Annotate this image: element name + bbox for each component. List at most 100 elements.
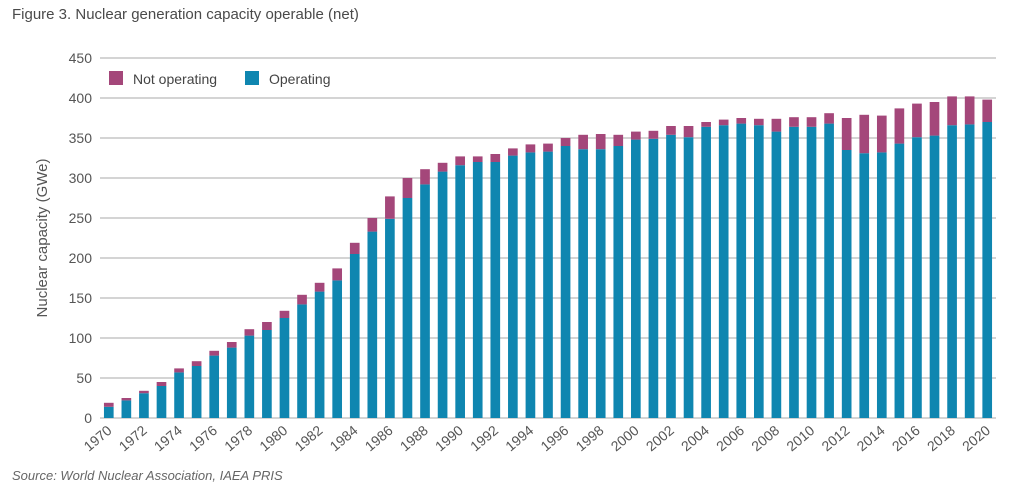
bar-operating-1999 [613,146,624,418]
bar-operating-2004 [701,126,711,419]
bar-not-operating-2006 [736,118,747,124]
bar-operating-2017 [929,135,940,418]
bar-operating-2011 [824,123,834,418]
bar-not-operating-2012 [841,118,852,150]
bar-operating-1977 [226,347,237,418]
bar-operating-1981 [297,304,307,418]
bar-operating-1994 [525,152,536,418]
bar-operating-1986 [385,218,395,418]
x-tick-label: 1972 [116,422,150,454]
bar-operating-1992 [490,162,501,418]
y-tick-label: 450 [69,50,93,66]
bar-operating-1987 [402,198,413,418]
bar-not-operating-1994 [525,144,536,153]
bar-not-operating-2002 [666,126,676,135]
bar-operating-1975 [191,366,202,418]
bar-operating-2009 [789,126,799,419]
bar-not-operating-2015 [894,108,905,144]
bar-operating-1978 [244,335,255,418]
x-tick-label: 2008 [748,422,782,454]
bar-operating-1996 [560,146,571,418]
bar-not-operating-2011 [824,113,834,124]
bar-not-operating-1977 [226,342,237,348]
bar-operating-1997 [578,149,588,418]
bar-not-operating-1982 [314,282,325,292]
legend-label-not-operating: Not operating [133,71,217,87]
bar-operating-1976 [209,355,220,418]
bar-not-operating-1997 [578,134,588,150]
bar-operating-1980 [279,318,290,418]
bar-not-operating-2000 [631,131,641,140]
x-tick-label: 2016 [889,422,923,454]
bar-not-operating-2009 [789,117,799,127]
y-axis-ticks: 0 50 100 150 200 250 300 350 400 450 [69,50,93,426]
bar-operating-1991 [472,162,483,418]
x-tick-label: 2018 [924,422,958,454]
x-tick-label: 1994 [502,422,536,454]
bar-not-operating-1976 [209,350,220,356]
bar-operating-1985 [367,231,378,418]
x-axis-ticks: 1970 1972 1974 1976 1978 1980 1982 1984 1986 1988… [81,422,994,454]
x-tick-label: 1998 [572,422,606,454]
x-tick-label: 1976 [186,422,220,454]
bar-not-operating-1995 [543,143,553,152]
bar-operating-1971 [121,400,132,418]
x-tick-label: 2010 [783,422,817,454]
x-tick-label: 1996 [537,422,571,454]
y-tick-label: 350 [69,130,93,146]
bar-not-operating-2003 [683,126,694,138]
x-tick-label: 1988 [397,422,431,454]
bar-operating-2019 [964,124,975,419]
bar-not-operating-1998 [595,134,606,150]
bar-not-operating-1996 [560,138,571,146]
bar-not-operating-1989 [437,162,448,172]
bar-operating-1988 [420,184,430,418]
bar-operating-2016 [912,137,922,418]
legend-swatch-operating [245,71,259,85]
bar-operating-2014 [876,152,887,418]
bar-not-operating-2013 [859,114,870,154]
bar-operating-2010 [806,126,817,419]
bar-not-operating-1999 [613,134,624,146]
bar-operating-1995 [543,151,553,418]
y-tick-label: 300 [69,170,93,186]
bar-operating-1974 [174,372,184,418]
bar-not-operating-2008 [771,118,782,132]
bar-operating-1970 [103,406,114,418]
y-tick-label: 50 [76,370,92,386]
bar-not-operating-1970 [103,402,114,407]
x-tick-label: 1974 [151,422,185,454]
y-tick-label: 0 [84,410,92,426]
bar-not-operating-2007 [753,118,764,126]
bar-operating-1989 [437,171,448,418]
y-tick-label: 250 [69,210,93,226]
y-tick-label: 200 [69,250,93,266]
bar-operating-1983 [332,280,343,418]
chart-title: Figure 3. Nuclear generation capacity op… [12,6,359,23]
x-tick-label: 1984 [327,422,361,454]
x-tick-label: 2012 [818,422,852,454]
bar-not-operating-1983 [332,268,343,281]
bar-operating-2008 [771,131,782,418]
bar-not-operating-1980 [279,310,290,318]
bar-not-operating-1979 [262,322,272,330]
bar-operating-2006 [736,123,747,418]
y-axis-label: Nuclear capacity (GWe) [34,159,51,318]
bar-operating-2000 [631,139,641,418]
source-note: Source: World Nuclear Association, IAEA … [12,468,283,483]
bar-not-operating-1975 [191,361,202,366]
bar-operating-2015 [894,143,905,418]
bar-operating-2013 [859,153,870,418]
bar-not-operating-2014 [876,115,887,153]
bar-not-operating-1974 [174,368,184,373]
bar-operating-2001 [648,138,659,419]
bar-not-operating-2019 [964,96,975,125]
x-tick-label: 1982 [291,422,325,454]
bar-operating-2002 [666,134,676,419]
bar-not-operating-1988 [420,169,430,185]
bar-operating-1979 [262,330,272,418]
bar-operating-2007 [753,125,764,418]
bar-not-operating-1990 [455,156,465,166]
bars [103,96,993,419]
x-tick-label: 2002 [643,422,677,454]
